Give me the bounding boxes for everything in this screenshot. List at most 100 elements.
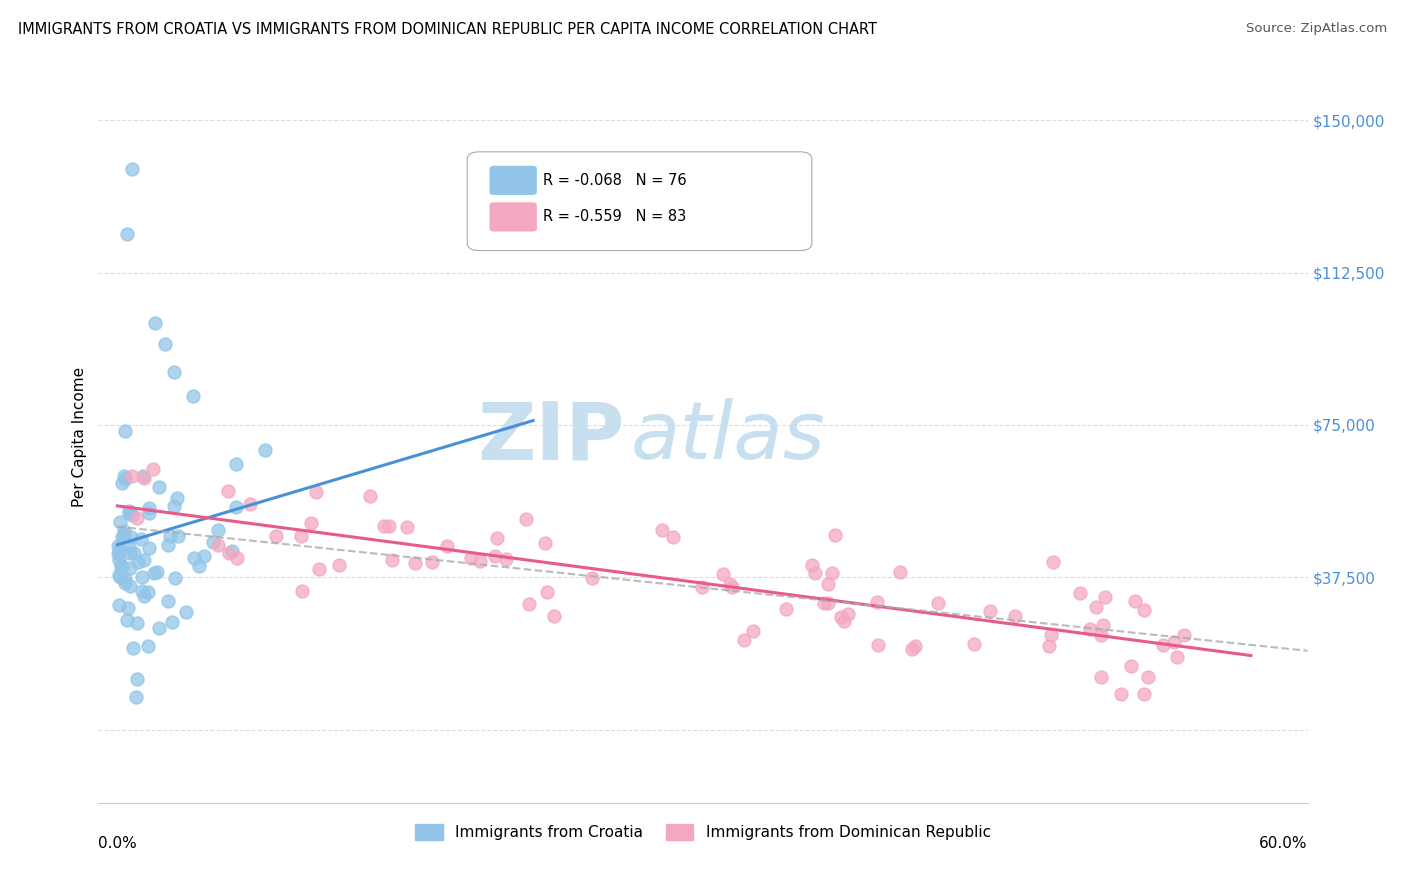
Point (290, 529, 312, 543)
Point (373, 519, 395, 533)
Point (1084, 600, 1107, 615)
Point (1121, 658, 1143, 673)
Point (832, 615, 855, 629)
Point (1042, 555, 1064, 569)
Point (221, 544, 243, 558)
Point (1069, 586, 1091, 600)
Point (436, 539, 458, 553)
Point (138, 506, 160, 520)
Point (111, 530, 134, 544)
Point (1152, 638, 1174, 652)
Point (129, 532, 152, 546)
Point (134, 553, 156, 567)
Point (225, 500, 247, 514)
Point (111, 475, 134, 490)
Point (239, 497, 262, 511)
Point (121, 508, 143, 522)
Point (117, 506, 139, 520)
Point (1091, 617, 1114, 632)
Point (181, 389, 204, 403)
Point (1004, 608, 1026, 623)
Point (1038, 640, 1060, 654)
Text: R = -0.068   N = 76: R = -0.068 N = 76 (543, 173, 688, 188)
FancyBboxPatch shape (491, 203, 536, 231)
Point (1109, 687, 1132, 701)
Point (118, 561, 141, 575)
Point (162, 615, 184, 629)
Point (118, 546, 141, 560)
Y-axis label: Per Capita Income: Per Capita Income (72, 367, 87, 508)
Point (720, 581, 742, 595)
Point (775, 602, 797, 616)
Text: atlas: atlas (630, 398, 825, 476)
Point (308, 562, 330, 576)
Point (207, 523, 229, 537)
Point (813, 596, 835, 610)
Point (226, 550, 249, 565)
FancyBboxPatch shape (491, 167, 536, 194)
Point (1133, 603, 1156, 617)
Point (163, 571, 186, 585)
Point (495, 552, 517, 566)
Point (122, 546, 145, 560)
Point (1090, 627, 1112, 641)
Point (118, 504, 141, 518)
Point (1040, 627, 1063, 641)
Point (136, 639, 159, 653)
Point (1090, 670, 1112, 684)
Point (156, 594, 179, 608)
Point (889, 565, 911, 579)
Point (395, 520, 418, 534)
Point (136, 584, 159, 599)
Point (515, 512, 537, 526)
Point (868, 638, 890, 652)
Point (460, 551, 482, 566)
Point (817, 596, 839, 610)
Point (107, 548, 129, 562)
Point (138, 541, 160, 555)
Point (108, 598, 131, 612)
Point (420, 555, 443, 569)
Point (821, 566, 844, 581)
Point (110, 560, 132, 574)
Point (117, 613, 139, 627)
Point (187, 558, 209, 573)
Point (157, 537, 180, 551)
Point (1166, 649, 1188, 664)
Point (217, 483, 239, 498)
Point (115, 227, 138, 241)
Point (127, 556, 149, 570)
Point (108, 516, 131, 530)
Point (543, 608, 565, 623)
Point (125, 690, 148, 705)
Point (132, 470, 155, 484)
Point (866, 595, 889, 609)
Point (131, 468, 153, 483)
Point (118, 579, 141, 593)
Point (979, 604, 1001, 618)
Point (581, 571, 603, 585)
FancyBboxPatch shape (467, 152, 811, 251)
Point (114, 424, 136, 438)
Point (138, 500, 160, 515)
Point (264, 529, 287, 543)
Point (121, 161, 143, 176)
Point (381, 553, 404, 567)
Point (114, 472, 136, 486)
Point (1123, 594, 1146, 608)
Point (534, 536, 557, 550)
Point (163, 365, 186, 379)
Point (145, 565, 167, 579)
Point (143, 316, 166, 330)
Point (132, 590, 155, 604)
Point (125, 616, 148, 631)
Point (131, 570, 153, 584)
Point (193, 549, 215, 563)
Point (801, 558, 824, 572)
Point (900, 641, 922, 656)
Point (142, 462, 165, 476)
Point (662, 530, 685, 544)
Point (824, 528, 846, 542)
Point (114, 575, 136, 590)
Point (112, 469, 135, 483)
